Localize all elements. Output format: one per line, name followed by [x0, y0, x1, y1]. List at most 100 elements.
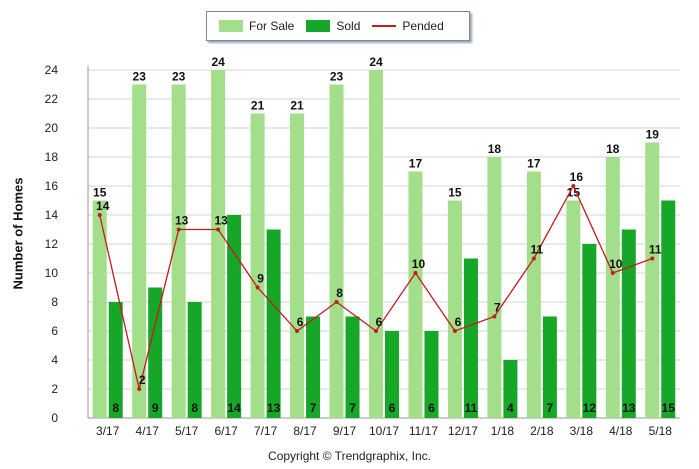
data-label-sold: 14: [227, 401, 241, 415]
data-label-for-sale: 23: [172, 70, 186, 84]
data-label-pended: 8: [336, 286, 343, 300]
data-label-for-sale: 24: [211, 55, 225, 69]
data-label-sold: 7: [349, 401, 356, 415]
copyright-text: Copyright © Trendgraphix, Inc.: [268, 449, 431, 463]
bar-for-sale: [605, 157, 620, 418]
data-label-pended: 7: [494, 301, 501, 315]
legend-item-sold: Sold: [306, 19, 360, 33]
bar-sold: [148, 287, 163, 418]
data-label-pended: 6: [297, 315, 304, 329]
point-pended: [650, 256, 655, 261]
data-label-for-sale: 17: [527, 157, 541, 171]
y-tick-label: 10: [45, 266, 59, 280]
bar-sold: [463, 258, 478, 418]
point-pended: [374, 329, 378, 333]
legend-swatch-pended: [372, 25, 397, 27]
point-pended: [610, 271, 615, 275]
bar-for-sale: [92, 200, 107, 418]
point-pended: [255, 285, 260, 290]
data-label-pended: 11: [531, 243, 544, 257]
data-label-sold: 8: [191, 401, 198, 415]
point-pended: [492, 314, 497, 319]
x-tick-label: 6/17: [214, 424, 238, 438]
bar-for-sale: [290, 113, 305, 418]
y-tick-label: 18: [45, 150, 59, 164]
bar-sold: [108, 302, 123, 418]
x-tick-label: 10/17: [369, 424, 399, 438]
data-label-sold: 11: [465, 401, 478, 415]
bar-for-sale: [369, 70, 383, 418]
x-tick-label: 5/17: [175, 424, 199, 438]
x-tick-label: 1/18: [491, 424, 515, 438]
legend-item-pended: Pended: [372, 19, 444, 33]
data-label-for-sale: 18: [606, 142, 620, 156]
point-pended: [452, 329, 457, 333]
point-pended: [531, 256, 536, 261]
data-label-for-sale: 17: [409, 157, 423, 171]
y-tick-label: 6: [51, 324, 58, 338]
data-label-pended: 6: [455, 315, 462, 329]
x-tick-label: 5/18: [649, 424, 673, 438]
data-label-pended: 10: [412, 257, 426, 271]
bar-sold: [424, 331, 439, 418]
data-label-sold: 8: [112, 401, 119, 415]
y-tick-label: 12: [45, 237, 59, 251]
data-label-for-sale: 21: [290, 99, 304, 113]
data-label-pended: 16: [570, 170, 584, 184]
x-tick-label: 11/17: [409, 424, 438, 438]
data-label-pended: 2: [139, 373, 146, 387]
data-label-pended: 6: [376, 315, 383, 329]
point-pended: [571, 184, 576, 188]
x-tick-label: 8/17: [293, 424, 317, 438]
y-tick-label: 16: [45, 179, 59, 193]
data-label-sold: 12: [583, 401, 597, 415]
data-label-for-sale: 15: [448, 186, 462, 200]
point-pended: [216, 227, 221, 232]
data-label-for-sale: 18: [488, 142, 502, 156]
data-label-for-sale: 15: [93, 186, 107, 200]
data-label-pended: 10: [609, 257, 623, 271]
y-tick-label: 24: [45, 63, 59, 77]
y-tick-label: 22: [45, 92, 59, 106]
bar-sold: [227, 215, 242, 418]
x-tick-label: 7/17: [254, 424, 278, 438]
bar-sold: [582, 244, 597, 418]
x-tick-label: 3/17: [96, 424, 120, 438]
y-tick-label: 8: [51, 295, 58, 309]
bar-sold: [503, 360, 518, 418]
bar-sold: [187, 302, 202, 418]
data-label-sold: 9: [152, 401, 159, 415]
bar-sold: [621, 229, 636, 418]
bar-sold: [385, 331, 399, 418]
x-tick-label: 4/17: [136, 424, 160, 438]
data-label-sold: 4: [507, 401, 514, 415]
bar-for-sale: [211, 70, 226, 418]
bar-sold: [661, 200, 676, 418]
legend-label-for-sale: For Sale: [249, 19, 295, 33]
data-label-for-sale: 21: [251, 99, 265, 113]
bar-for-sale: [408, 171, 423, 418]
data-label-sold: 6: [389, 401, 396, 415]
x-tick-label: 9/17: [333, 424, 357, 438]
y-tick-label: 2: [51, 382, 58, 396]
data-label-sold: 7: [310, 401, 317, 415]
bar-for-sale: [487, 157, 502, 418]
point-pended: [137, 387, 142, 391]
data-label-pended: 9: [257, 272, 264, 286]
data-label-sold: 13: [622, 401, 636, 415]
y-tick-label: 0: [51, 411, 58, 425]
bar-sold: [266, 229, 281, 418]
bar-for-sale: [447, 200, 462, 418]
point-pended: [97, 213, 102, 217]
point-pended: [334, 300, 339, 304]
legend-swatch-for-sale: [219, 20, 243, 32]
data-label-pended: 13: [175, 214, 189, 228]
point-pended: [176, 227, 181, 232]
data-label-sold: 7: [547, 401, 554, 415]
bar-sold: [542, 316, 557, 418]
bar-for-sale: [171, 84, 186, 418]
legend: For Sale Sold Pended: [206, 11, 470, 41]
y-tick-label: 14: [45, 208, 59, 222]
data-label-sold: 15: [662, 401, 676, 415]
bar-for-sale: [526, 171, 541, 418]
